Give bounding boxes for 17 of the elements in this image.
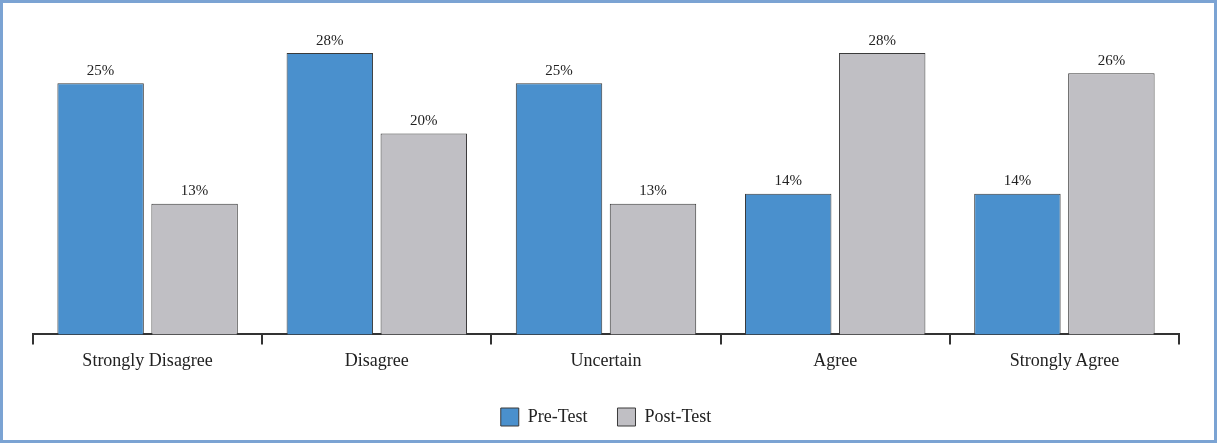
legend-label: Pre-Test — [527, 405, 588, 426]
data-label: 25% — [545, 61, 573, 78]
x-tick-label: Uncertain — [570, 349, 642, 370]
data-label: 25% — [86, 61, 115, 78]
data-label: 14% — [774, 172, 802, 189]
data-label: 13% — [639, 182, 667, 199]
data-label: 28% — [868, 31, 896, 48]
x-tick-label: Strongly Disagree — [82, 349, 213, 370]
data-label: 14% — [1003, 172, 1032, 189]
data-label: 13% — [180, 182, 209, 199]
x-tick-label: Strongly Agree — [1009, 349, 1120, 370]
legend-label: Post-Test — [644, 405, 712, 426]
data-label: 28% — [316, 31, 344, 48]
data-label: 20% — [410, 111, 438, 128]
x-tick-label: Disagree — [344, 349, 409, 370]
x-tick-label: Agree — [813, 349, 858, 370]
data-label: 26% — [1097, 51, 1126, 68]
